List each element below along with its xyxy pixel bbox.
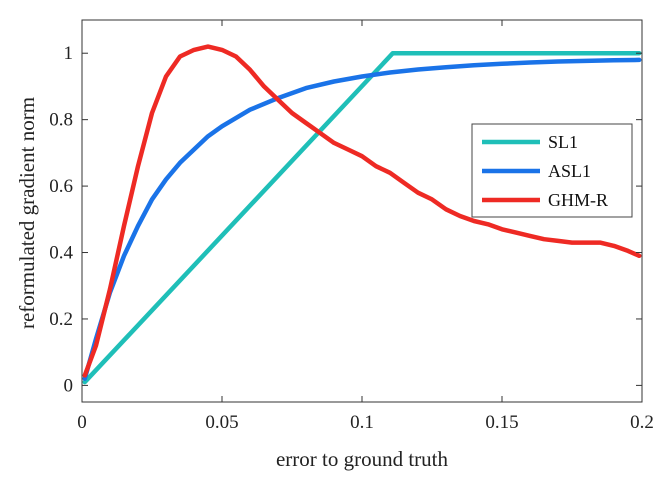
legend-label-asl1: ASL1 — [548, 161, 591, 181]
x-tick-label: 0 — [77, 412, 87, 433]
x-axis-title: error to ground truth — [276, 447, 449, 471]
y-tick-label: 0.4 — [49, 243, 73, 264]
x-tick-label: 0.2 — [630, 412, 654, 433]
x-tick-label: 0.05 — [205, 412, 238, 433]
series-layer — [82, 44, 642, 385]
axes-layer: 0 0.05 0.1 0.15 0.2 0 0.2 0.4 0.6 0.8 1 — [49, 19, 654, 433]
x-tick-label: 0.15 — [485, 412, 518, 433]
series-line-asl1 — [82, 57, 642, 381]
series-line-ghm-r — [82, 44, 642, 378]
y-tick-label: 0.2 — [49, 309, 73, 330]
y-axis-title: reformulated gradient norm — [15, 97, 39, 329]
y-tick-label: 1 — [64, 43, 74, 64]
legend-label-sl1: SL1 — [548, 132, 578, 152]
legend: SL1 ASL1 GHM-R — [471, 123, 633, 218]
y-tick-label: 0.8 — [49, 110, 73, 131]
legend-label-ghm-r: GHM-R — [548, 190, 608, 210]
x-tick-label: 0.1 — [350, 412, 374, 433]
y-tick-label: 0.6 — [49, 176, 73, 197]
y-tick-label: 0 — [64, 375, 74, 396]
series-line-sl1 — [82, 50, 642, 385]
